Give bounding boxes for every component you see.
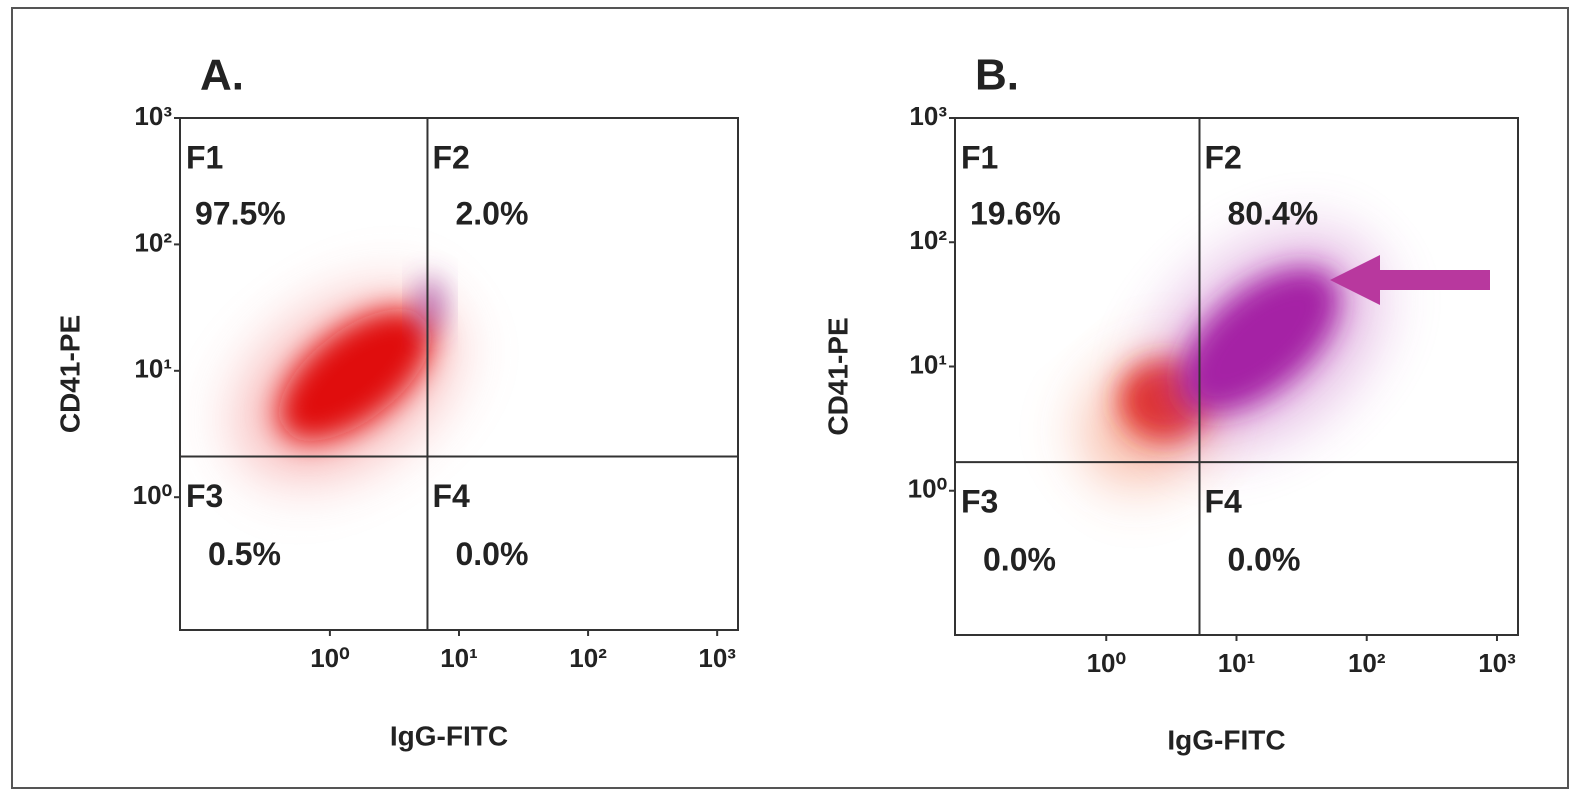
quadrant-name: F4	[432, 478, 470, 514]
panel-title: B.	[975, 51, 1019, 100]
quadrant-name: F4	[1204, 484, 1242, 520]
y-tick-label: 10⁰	[133, 480, 172, 510]
y-tick-label: 10³	[909, 101, 947, 131]
x-tick-label: 10³	[1478, 648, 1516, 678]
x-tick-label: 10⁰	[1087, 648, 1126, 678]
y-tick-label: 10²	[134, 227, 172, 257]
y-tick-label: 10³	[134, 101, 172, 131]
x-tick-label: 10⁰	[310, 643, 349, 673]
x-tick-label: 10¹	[1218, 648, 1256, 678]
quadrant-name: F2	[432, 139, 469, 175]
x-axis-label: IgG-FITC	[1167, 724, 1285, 755]
quadrant-percent: 0.0%	[983, 542, 1056, 578]
quadrant-name: F2	[1204, 139, 1241, 175]
quadrant-percent: 0.5%	[208, 536, 281, 572]
quadrant-name: F3	[961, 484, 998, 520]
y-tick-label: 10⁰	[908, 474, 947, 504]
quadrant-name: F1	[186, 139, 223, 175]
quadrant-name: F3	[186, 478, 223, 514]
x-tick-label: 10²	[569, 643, 607, 673]
cloud-a	[237, 277, 453, 478]
frame	[11, 7, 1569, 789]
x-axis-label: IgG-FITC	[390, 720, 508, 751]
arrow	[1330, 255, 1490, 305]
x-tick-label: 10¹	[440, 643, 478, 673]
cloud-b	[1085, 234, 1379, 482]
y-tick-label: 10¹	[909, 349, 947, 379]
y-tick-label: 10²	[909, 225, 947, 255]
quadrant-percent: 2.0%	[455, 195, 528, 231]
quadrant-percent: 19.6%	[970, 195, 1061, 231]
x-tick-label: 10²	[1348, 648, 1386, 678]
quadrant-percent: 80.4%	[1227, 195, 1318, 231]
y-tick-label: 10¹	[134, 354, 172, 384]
panel-title: A.	[200, 51, 244, 100]
quadrant-percent: 0.0%	[1227, 542, 1300, 578]
y-axis-label: CD41-PE	[54, 315, 85, 433]
x-tick-label: 10³	[698, 643, 736, 673]
quadrant-percent: 97.5%	[195, 195, 286, 231]
quadrant-percent: 0.0%	[455, 536, 528, 572]
y-axis-label: CD41-PE	[822, 317, 853, 435]
quadrant-name: F1	[961, 139, 998, 175]
